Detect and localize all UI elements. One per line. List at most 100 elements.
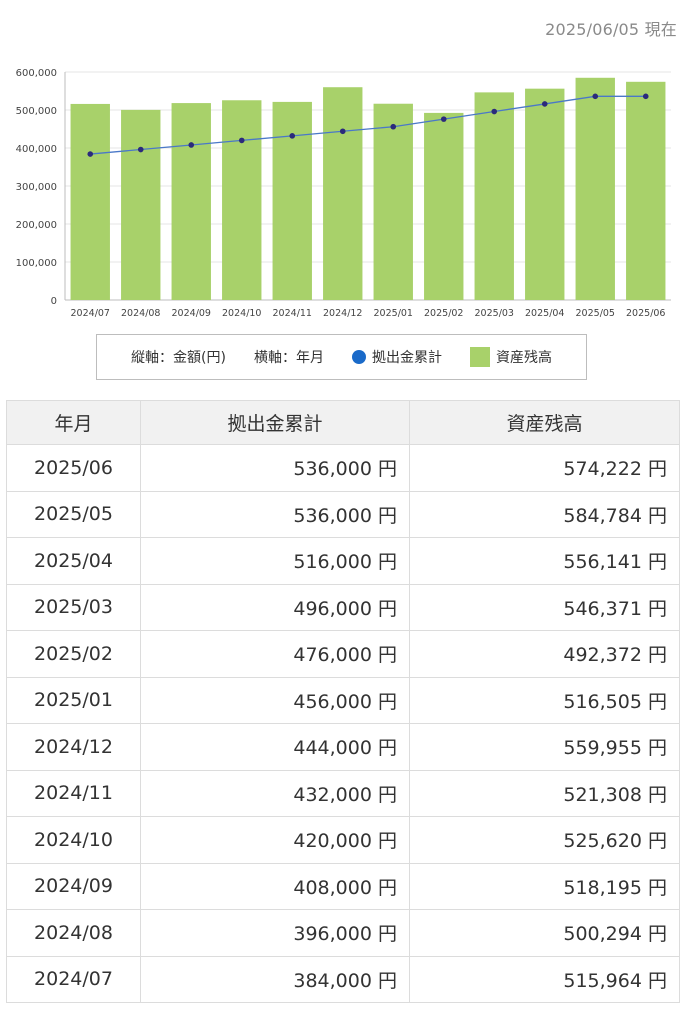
legend-item-balance: 資産残高 — [469, 347, 552, 367]
cell-balance: 559,955 円 — [409, 723, 680, 771]
cell-balance: 518,195 円 — [409, 862, 680, 910]
table-row: 2024/09 408,000 円 518,195 円 — [6, 862, 680, 910]
contrib-point — [87, 151, 94, 157]
x-tick-label: 2025/06 — [626, 308, 665, 319]
table-header-row: 年月 拠出金累計 資産残高 — [6, 400, 680, 445]
cell-balance: 492,372 円 — [409, 630, 680, 678]
contrib-point — [541, 101, 548, 107]
y-tick-label: 400,000 — [16, 144, 57, 155]
x-tick-label: 2024/08 — [121, 308, 160, 319]
cell-month: 2025/02 — [6, 630, 141, 678]
cell-month: 2025/05 — [6, 490, 141, 538]
cell-month: 2024/07 — [6, 955, 141, 1003]
legend-label-contrib: 拠出金累計 — [371, 350, 442, 366]
y-tick-label: 200,000 — [16, 220, 57, 231]
contrib-point — [289, 133, 296, 139]
bar — [373, 103, 413, 300]
table-row: 2025/05 536,000 円 584,784 円 — [6, 490, 680, 538]
as-of-date: 2025/06/05 現在 — [545, 20, 677, 39]
cell-month: 2025/01 — [6, 676, 141, 724]
cell-month: 2024/12 — [6, 723, 141, 771]
asset-chart: 0 100,000 200,000 300,000 400,000 500,000 600,… — [0, 55, 688, 330]
x-tick-label: 2024/11 — [273, 308, 312, 319]
cell-contrib: 536,000 円 — [140, 444, 410, 492]
table-row: 2025/01 456,000 円 516,505 円 — [6, 676, 680, 724]
cell-month: 2025/06 — [6, 444, 141, 492]
contrib-point — [188, 142, 195, 148]
x-tick-label: 2024/10 — [222, 308, 261, 319]
bar — [70, 103, 110, 300]
header-balance: 資産残高 — [409, 400, 680, 445]
cell-contrib: 456,000 円 — [140, 676, 410, 724]
cell-month: 2024/08 — [6, 909, 141, 957]
cell-balance: 516,505 円 — [409, 676, 680, 724]
cell-contrib: 496,000 円 — [140, 583, 410, 631]
table-row: 2025/04 516,000 円 556,141 円 — [6, 537, 680, 585]
chart-svg: 0 100,000 200,000 300,000 400,000 500,000 600,… — [16, 68, 671, 319]
cell-contrib: 420,000 円 — [140, 816, 410, 864]
table-row: 2024/12 444,000 円 559,955 円 — [6, 723, 680, 771]
cell-contrib: 432,000 円 — [140, 769, 410, 817]
legend-label-balance: 資産残高 — [495, 350, 552, 366]
cell-contrib: 396,000 円 — [140, 909, 410, 957]
cell-month: 2024/09 — [6, 862, 141, 910]
cell-balance: 556,141 円 — [409, 537, 680, 585]
bar — [222, 100, 262, 300]
table-row: 2024/10 420,000 円 525,620 円 — [6, 816, 680, 864]
cell-balance: 525,620 円 — [409, 816, 680, 864]
header-contrib: 拠出金累計 — [140, 400, 410, 445]
bar — [171, 103, 211, 300]
cell-contrib: 536,000 円 — [140, 490, 410, 538]
header-month: 年月 — [6, 400, 141, 445]
cell-contrib: 408,000 円 — [140, 862, 410, 910]
y-tick-label: 600,000 — [16, 68, 57, 79]
y-tick-label: 100,000 — [16, 258, 57, 269]
legend-vertical-axis: 縦軸：金額(円) — [131, 350, 226, 366]
cell-balance: 584,784 円 — [409, 490, 680, 538]
contrib-line — [90, 95, 646, 155]
x-tick-label: 2024/07 — [71, 308, 110, 319]
bar — [575, 77, 615, 301]
cell-balance: 574,222 円 — [409, 444, 680, 492]
legend-square-icon — [469, 347, 490, 367]
contrib-point — [339, 128, 346, 135]
table-row: 2025/03 496,000 円 546,371 円 — [6, 583, 680, 631]
x-tick-label: 2025/02 — [424, 308, 463, 319]
contrib-point — [440, 116, 447, 122]
x-tick-label: 2025/01 — [374, 308, 413, 319]
table-row: 2024/07 384,000 円 515,964 円 — [6, 955, 680, 1003]
table-row: 2025/06 536,000 円 574,222 円 — [6, 444, 680, 492]
x-tick-label: 2025/04 — [525, 308, 564, 319]
contrib-point — [491, 108, 498, 115]
table-row: 2025/02 476,000 円 492,372 円 — [6, 630, 680, 678]
cell-month: 2024/10 — [6, 816, 141, 864]
contrib-point — [592, 93, 599, 100]
cell-balance: 546,371 円 — [409, 583, 680, 631]
cell-balance: 521,308 円 — [409, 769, 680, 817]
contrib-point — [390, 123, 397, 130]
y-tick-label: 300,000 — [16, 182, 57, 193]
cell-contrib: 476,000 円 — [140, 630, 410, 678]
bar — [272, 101, 312, 301]
table-row: 2024/08 396,000 円 500,294 円 — [6, 909, 680, 957]
legend-horizontal-axis: 横軸：年月 — [253, 350, 324, 366]
legend-item-contrib: 拠出金累計 — [351, 347, 442, 367]
bar — [525, 88, 565, 301]
contrib-point — [642, 93, 649, 100]
cell-contrib: 384,000 円 — [140, 955, 410, 1003]
x-tick-label: 2024/09 — [172, 308, 211, 319]
chart-legend: 縦軸：金額(円) 横軸：年月 拠出金累計 資産残高 — [96, 334, 587, 380]
bar — [323, 87, 363, 300]
cell-balance: 515,964 円 — [409, 955, 680, 1003]
cell-month: 2025/04 — [6, 537, 141, 585]
cell-contrib: 516,000 円 — [140, 537, 410, 585]
x-tick-label: 2024/12 — [323, 308, 362, 319]
x-tick-label: 2025/05 — [576, 308, 615, 319]
y-tick-label: 0 — [51, 296, 57, 307]
table-row: 2024/11 432,000 円 521,308 円 — [6, 769, 680, 817]
x-tick-label: 2025/03 — [475, 308, 514, 319]
cell-contrib: 444,000 円 — [140, 723, 410, 771]
contrib-point — [238, 137, 245, 144]
cell-balance: 500,294 円 — [409, 909, 680, 957]
